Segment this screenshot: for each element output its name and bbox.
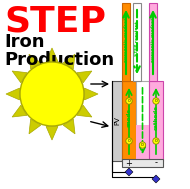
Text: PV: PV bbox=[114, 117, 120, 125]
Polygon shape bbox=[63, 119, 75, 134]
Bar bbox=[133, 3, 141, 81]
Text: O: O bbox=[141, 143, 144, 147]
Circle shape bbox=[153, 98, 159, 104]
Text: Production: Production bbox=[4, 51, 114, 69]
Circle shape bbox=[153, 138, 159, 144]
Text: Iron: Iron bbox=[4, 33, 44, 51]
Text: STEP: STEP bbox=[4, 4, 106, 38]
Circle shape bbox=[126, 98, 132, 104]
Text: -: - bbox=[154, 159, 158, 167]
Polygon shape bbox=[29, 54, 41, 69]
Bar bbox=[122, 159, 163, 167]
Text: STEP reactant: STEP reactant bbox=[135, 21, 139, 56]
Bar bbox=[149, 3, 157, 81]
Text: O: O bbox=[155, 99, 157, 103]
Text: O: O bbox=[155, 139, 157, 143]
Polygon shape bbox=[6, 88, 20, 100]
Text: anode: anode bbox=[127, 107, 131, 127]
Polygon shape bbox=[29, 119, 41, 134]
Polygon shape bbox=[125, 168, 133, 176]
Polygon shape bbox=[46, 48, 58, 62]
Circle shape bbox=[126, 138, 132, 144]
Bar bbox=[122, 3, 130, 81]
Text: energetic products: energetic products bbox=[151, 15, 155, 62]
Text: +: + bbox=[126, 159, 132, 167]
Text: energetic products: energetic products bbox=[124, 15, 128, 62]
Circle shape bbox=[20, 62, 84, 126]
Bar bbox=[122, 81, 136, 161]
Bar bbox=[136, 125, 149, 161]
Bar bbox=[149, 81, 163, 161]
Text: cathode: cathode bbox=[154, 105, 158, 129]
Text: O: O bbox=[128, 99, 130, 103]
Polygon shape bbox=[77, 71, 92, 83]
Polygon shape bbox=[46, 126, 58, 140]
Polygon shape bbox=[63, 54, 75, 69]
Polygon shape bbox=[12, 105, 27, 117]
Polygon shape bbox=[152, 175, 160, 183]
Text: O: O bbox=[128, 139, 130, 143]
Circle shape bbox=[139, 142, 146, 148]
Polygon shape bbox=[12, 71, 27, 83]
Bar bbox=[136, 81, 149, 161]
Polygon shape bbox=[77, 105, 92, 117]
Bar bbox=[112, 81, 122, 161]
Polygon shape bbox=[85, 88, 98, 100]
